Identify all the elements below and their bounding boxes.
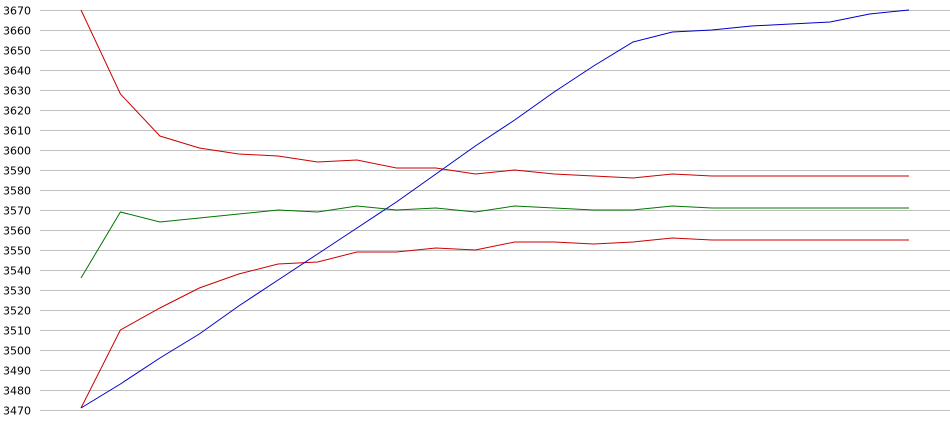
y-tick-label: 3630: [3, 85, 31, 98]
y-tick-label: 3490: [3, 365, 31, 378]
y-tick-label: 3560: [3, 225, 31, 238]
y-tick-label: 3650: [3, 45, 31, 58]
series-line-green: [80, 205, 909, 279]
series-line-blue: [80, 9, 910, 409]
y-tick-label: 3620: [3, 105, 31, 118]
y-tick-label: 3520: [3, 305, 31, 318]
y-tick-label: 3480: [3, 385, 31, 398]
y-tick-label: 3570: [3, 205, 31, 218]
y-tick-label: 3640: [3, 65, 31, 78]
y-tick-label: 3610: [3, 125, 31, 138]
series-line-lower-red: [80, 237, 909, 409]
y-tick-label: 3670: [3, 5, 31, 18]
y-tick-label: 3660: [3, 25, 31, 38]
y-tick-label: 3540: [3, 265, 31, 278]
y-tick-label: 3470: [3, 405, 31, 418]
y-tick-label: 3500: [3, 345, 31, 358]
y-tick-label: 3530: [3, 285, 31, 298]
y-tick-label: 3590: [3, 165, 31, 178]
series-line-upper-red: [80, 9, 909, 179]
y-tick-label: 3510: [3, 325, 31, 338]
y-tick-label: 3600: [3, 145, 31, 158]
y-tick-label: 3550: [3, 245, 31, 258]
y-tick-label: 3580: [3, 185, 31, 198]
